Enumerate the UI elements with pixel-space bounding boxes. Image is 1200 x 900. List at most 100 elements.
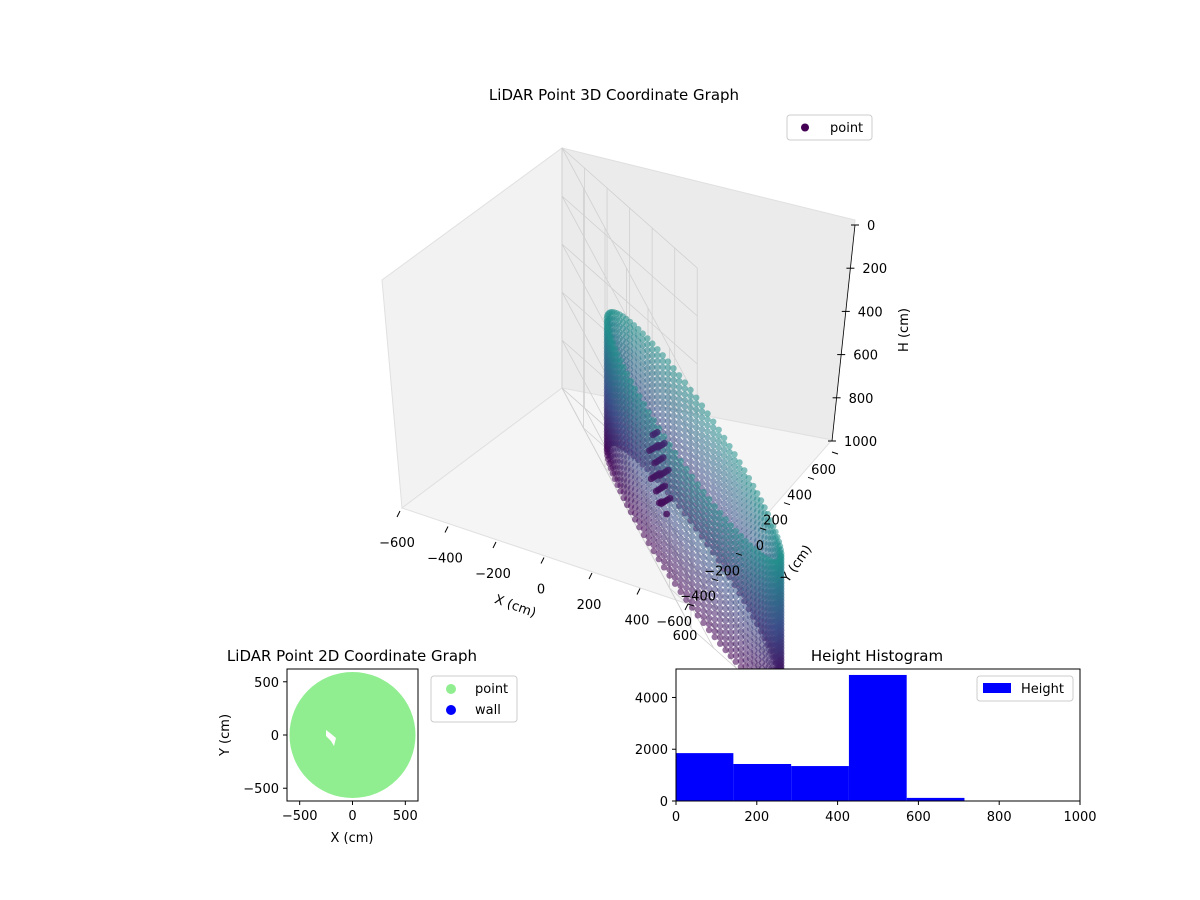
point-3d bbox=[687, 422, 694, 429]
legend-label-point: point bbox=[475, 682, 508, 697]
legend-marker-height bbox=[983, 683, 1011, 693]
point-3d bbox=[683, 555, 690, 562]
point-3d bbox=[757, 497, 765, 504]
point-3d bbox=[710, 442, 717, 449]
histogram-bar bbox=[848, 674, 907, 801]
point-3d bbox=[732, 646, 740, 653]
point-3d bbox=[700, 560, 707, 567]
point-3d bbox=[720, 500, 728, 507]
point-3d bbox=[694, 528, 701, 536]
point-3d bbox=[732, 563, 740, 570]
point-3d bbox=[660, 552, 668, 559]
point-3d bbox=[761, 504, 768, 511]
point-3d bbox=[705, 573, 713, 580]
point-3d bbox=[705, 543, 713, 551]
y-tick-label-3d: −200 bbox=[704, 564, 740, 579]
point-3d bbox=[710, 460, 717, 467]
point-3d bbox=[717, 593, 724, 600]
point-3d bbox=[645, 415, 652, 422]
point-3d bbox=[732, 652, 740, 659]
point-3d bbox=[722, 646, 729, 654]
point-3d bbox=[683, 549, 690, 556]
point-3d-cluster bbox=[664, 466, 672, 474]
point-3d bbox=[705, 555, 713, 562]
point-3d bbox=[694, 517, 701, 524]
point-3d bbox=[717, 533, 724, 540]
ticks-2d: −500 0 500 −500 0 500 bbox=[243, 676, 417, 824]
point-3d bbox=[649, 364, 656, 371]
point-3d bbox=[727, 534, 734, 541]
point-3d bbox=[726, 443, 733, 450]
point-3d bbox=[777, 602, 785, 610]
point-3d bbox=[700, 589, 707, 597]
point-3d bbox=[717, 509, 724, 517]
point-3d bbox=[671, 467, 679, 474]
point-3d bbox=[694, 576, 701, 583]
point-3d bbox=[710, 466, 717, 473]
point-3d bbox=[720, 476, 728, 483]
point-3d bbox=[677, 457, 684, 465]
point-3d bbox=[645, 420, 652, 428]
point-3d bbox=[675, 407, 683, 415]
point-3d bbox=[727, 575, 734, 582]
point-3d bbox=[777, 561, 785, 568]
point-3d bbox=[688, 568, 696, 576]
point-3d bbox=[704, 469, 711, 477]
point-3d bbox=[664, 417, 672, 425]
point-3d bbox=[705, 620, 713, 628]
point-3d bbox=[681, 397, 688, 404]
point-3d bbox=[693, 430, 700, 437]
point-3d bbox=[677, 529, 684, 536]
y-tick-label-3d: 200 bbox=[763, 514, 788, 529]
point-3d bbox=[722, 635, 729, 642]
point-3d bbox=[717, 628, 724, 635]
point-3d bbox=[670, 436, 677, 443]
point-3d bbox=[670, 418, 677, 425]
point-3d bbox=[671, 473, 679, 480]
point-3d bbox=[687, 404, 694, 412]
point-3d bbox=[675, 395, 683, 403]
point-3d bbox=[727, 557, 734, 565]
point-3d bbox=[688, 497, 696, 504]
point-3d bbox=[688, 509, 696, 516]
point-3d bbox=[688, 556, 696, 564]
point-3d bbox=[705, 609, 713, 616]
point-3d bbox=[683, 566, 690, 574]
point-3d bbox=[727, 623, 734, 630]
point-3d-cluster bbox=[656, 470, 664, 477]
point-3d bbox=[677, 499, 684, 506]
point-3d bbox=[777, 590, 785, 598]
point-3d bbox=[666, 560, 673, 567]
point-3d bbox=[681, 420, 688, 428]
point-3d bbox=[772, 528, 779, 536]
y-tick-label-3d: 0 bbox=[756, 539, 764, 554]
point-3d bbox=[644, 388, 651, 396]
point-3d bbox=[698, 455, 706, 463]
x-tick-label-2d: 0 bbox=[348, 809, 356, 824]
point-3d bbox=[660, 528, 668, 535]
point-3d bbox=[670, 424, 677, 431]
point-3d bbox=[722, 569, 729, 576]
point-3d bbox=[688, 574, 696, 582]
point-3d bbox=[624, 370, 631, 378]
point-3d bbox=[715, 468, 722, 475]
point-3d bbox=[704, 475, 711, 483]
point-3d bbox=[700, 613, 707, 620]
point-3d bbox=[645, 533, 652, 541]
point-3d bbox=[770, 523, 777, 530]
point-3d bbox=[671, 550, 679, 558]
point-3d bbox=[645, 527, 652, 535]
point-3d bbox=[693, 453, 700, 461]
point-3d bbox=[688, 580, 696, 587]
y-tick-label-hist: 0 bbox=[660, 795, 668, 810]
point-3d bbox=[654, 399, 661, 406]
point-3d bbox=[711, 633, 718, 641]
y-tick-label-3d: −400 bbox=[680, 590, 716, 605]
point-3d bbox=[660, 564, 668, 571]
y-tick-label-hist: 4000 bbox=[635, 691, 668, 706]
point-3d bbox=[717, 563, 724, 570]
point-3d bbox=[726, 466, 733, 474]
point-3d bbox=[700, 595, 707, 603]
point-3d bbox=[677, 582, 684, 589]
x-tick-label-hist: 600 bbox=[906, 810, 931, 825]
